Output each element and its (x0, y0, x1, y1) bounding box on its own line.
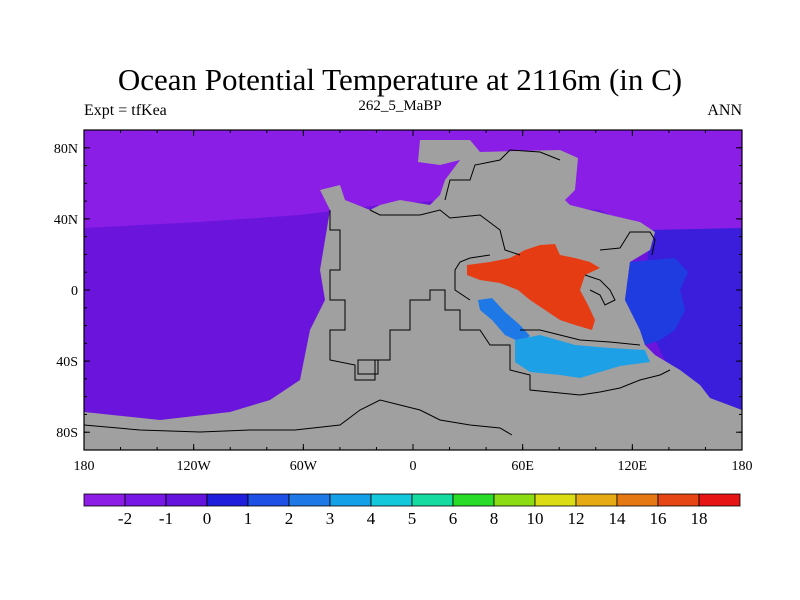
colorbar-label: 2 (285, 509, 294, 528)
colorbar-label: 14 (609, 509, 627, 528)
colorbar-label: 12 (568, 509, 585, 528)
colorbar-swatch (575, 493, 618, 507)
lon-tick-label: 120E (618, 459, 648, 474)
map-subtitle: 262_5_MaBP (358, 98, 442, 114)
colorbar-label: 8 (490, 509, 499, 528)
colorbar-swatch (452, 493, 495, 507)
colorbar-label: 16 (650, 509, 667, 528)
colorbar-swatch (657, 493, 700, 507)
colorbar-label: 0 (203, 509, 212, 528)
colorbar-label: 18 (691, 509, 708, 528)
colorbar-swatch (370, 493, 413, 507)
colorbar-swatch (329, 493, 372, 507)
south-sea-mid (478, 298, 530, 342)
colorbar-label: 1 (244, 509, 253, 528)
colorbar-label: 5 (408, 509, 417, 528)
colorbar-swatch (165, 493, 208, 507)
map-title: Ocean Potential Temperature at 2116m (in… (117, 62, 683, 97)
experiment-label: Expt = tfKea (84, 102, 167, 119)
lat-tick-label: 40S (56, 355, 78, 370)
lon-tick-label: 60W (290, 459, 318, 474)
east-basin-warm (625, 258, 688, 345)
lon-tick-label: 120W (177, 459, 212, 474)
lat-tick-label: 80S (56, 426, 78, 441)
colorbar-swatch (411, 493, 454, 507)
colorbar-label: -1 (159, 509, 173, 528)
colorbar-label: 10 (527, 509, 544, 528)
colorbar-swatch (124, 493, 167, 507)
colorbar-label: 6 (449, 509, 458, 528)
colorbar-swatch (534, 493, 577, 507)
lat-tick-label: 0 (71, 284, 78, 299)
lat-tick-label: 40N (54, 213, 78, 228)
colorbar-swatch (288, 493, 331, 507)
ocean-north-cold (84, 130, 742, 235)
colorbar-swatch (493, 493, 536, 507)
lon-tick-label: 60E (511, 459, 534, 474)
colorbar-swatch (247, 493, 290, 507)
lon-tick-label: 0 (410, 459, 417, 474)
colorbar-swatch (206, 493, 249, 507)
colorbar-swatch (616, 493, 659, 507)
colorbar-label: 3 (326, 509, 335, 528)
coastlines (83, 149, 671, 436)
lon-tick-label: 180 (732, 459, 753, 474)
colorbar (83, 493, 741, 507)
lon-tick-label: 180 (74, 459, 95, 474)
tethys-warm-sea (467, 244, 600, 330)
colorbar-label: -2 (118, 509, 132, 528)
lat-tick-label: 80N (54, 142, 78, 157)
season-label: ANN (707, 102, 742, 119)
colorbar-swatch (698, 493, 741, 507)
colorbar-swatch (83, 493, 126, 507)
colorbar-label: 4 (367, 509, 376, 528)
south-sea-cool (515, 335, 650, 378)
